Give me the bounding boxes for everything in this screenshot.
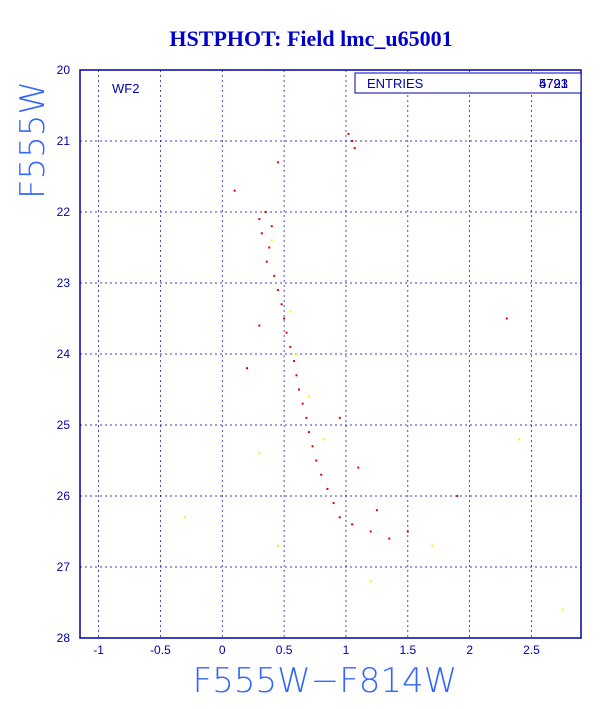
y-tick-label: 24 <box>57 347 71 361</box>
scatter-point-s1-0 <box>270 239 273 242</box>
stats-entries-label: ENTRIES <box>367 76 424 91</box>
scatter-point-s0-37 <box>246 367 248 370</box>
scatter-point-s1-11 <box>369 580 372 583</box>
scatter-point-s0-21 <box>326 487 329 490</box>
scatter-point-s0-4 <box>270 225 273 228</box>
scatter-point-s0-5 <box>265 260 268 263</box>
scatter-point-s0-34 <box>357 466 360 469</box>
scatter-point-s0-27 <box>406 530 409 533</box>
x-tick-label: 2 <box>466 643 473 657</box>
scatter-point-s0-15 <box>301 402 304 405</box>
grid <box>80 69 581 639</box>
scatter-point-s0-11 <box>289 345 292 348</box>
scatter-point-s0-35 <box>375 509 378 512</box>
scatter-point-s1-9 <box>561 608 564 611</box>
scatter-point-s1-4 <box>322 438 325 441</box>
scatter-point-s1-1 <box>289 310 292 313</box>
x-tick-label: 1.5 <box>399 643 416 657</box>
scatter-point-s0-9 <box>283 317 286 320</box>
scatter-point-s0-0 <box>258 218 261 221</box>
x-tick-label: -1 <box>93 643 104 657</box>
scatter-point-s1-10 <box>276 544 279 547</box>
scatter-point-s0-1 <box>260 232 263 235</box>
x-tick-labels: -1 -0.5 0 0.5 1 1.5 2 2.5 <box>93 643 540 657</box>
scatter-point-s0-3 <box>268 246 271 249</box>
scatter-point-s0-29 <box>347 132 350 135</box>
x-tick-label: 0 <box>219 643 226 657</box>
x-tick-label: 1 <box>343 643 350 657</box>
scatter-point-s0-8 <box>280 303 283 306</box>
scatter-point-s0-2 <box>264 211 267 213</box>
y-tick-label: 25 <box>57 418 71 432</box>
y-tick-labels: 20 21 22 23 24 25 26 27 28 <box>57 63 71 645</box>
y-tick-label: 20 <box>57 63 71 77</box>
scatter-point-s0-33 <box>338 416 341 419</box>
scatter-point-s0-36 <box>258 324 261 327</box>
x-tick-label: 2.5 <box>523 643 540 657</box>
stats-box-frame <box>354 72 582 94</box>
y-axis-label: F555W <box>13 81 53 199</box>
scatter-point-s0-20 <box>320 473 323 476</box>
scatter-point-s0-38 <box>456 495 459 497</box>
y-tick-label: 28 <box>57 631 71 645</box>
y-tick-label: 27 <box>57 560 71 574</box>
scatter-point-s0-10 <box>285 331 288 334</box>
scatter-point-s1-7 <box>518 438 521 441</box>
scatter-point-s1-3 <box>307 395 310 398</box>
scatter-point-s0-6 <box>273 274 276 277</box>
scatter-point-s0-13 <box>295 374 298 377</box>
panel-label: WF2 <box>112 81 139 96</box>
scatter-point-s0-22 <box>332 502 335 505</box>
scatter-points <box>184 132 564 611</box>
scatter-point-s0-30 <box>353 147 356 150</box>
scatter-point-s1-2 <box>295 353 298 355</box>
x-tick-label: -0.5 <box>150 643 171 657</box>
scatter-point-s0-16 <box>305 416 308 419</box>
scatter-point-s0-7 <box>276 289 279 292</box>
scatter-point-s0-25 <box>369 530 372 533</box>
scatter-point-s0-31 <box>276 161 279 164</box>
scatter-point-s0-26 <box>388 537 391 540</box>
y-tick-label: 23 <box>57 276 71 290</box>
scatter-point-s0-39 <box>505 317 508 320</box>
plot-frame <box>79 69 582 639</box>
x-tick-label: 0.5 <box>276 643 293 657</box>
scatter-point-s1-6 <box>431 544 434 547</box>
scatter-point-s0-14 <box>297 388 300 391</box>
scatter-point-s0-28 <box>351 140 354 142</box>
x-axis-label: F555W−F814W <box>193 661 458 701</box>
stats-entries-value-2: 4721 <box>539 76 568 91</box>
y-tick-label: 26 <box>57 489 71 503</box>
scatter-point-s0-32 <box>233 189 236 192</box>
scatter-point-s1-5 <box>258 452 261 455</box>
y-tick-label: 22 <box>57 205 71 219</box>
scatter-point-s0-18 <box>311 445 314 448</box>
stats-box: ENTRIES 5793 4721 <box>354 72 582 94</box>
chart-title: HSTPHOT: Field lmc_u65001 <box>169 26 452 51</box>
y-tick-label: 21 <box>57 134 71 148</box>
scatter-point-s1-8 <box>184 516 187 519</box>
scatter-point-s0-24 <box>351 523 354 526</box>
stats-entries-value-1: 5793 <box>539 76 568 91</box>
scatter-point-s0-19 <box>315 459 318 462</box>
scatter-point-s0-23 <box>338 516 341 519</box>
scatter-point-s0-17 <box>307 431 310 434</box>
scatter-point-s0-12 <box>293 360 296 363</box>
